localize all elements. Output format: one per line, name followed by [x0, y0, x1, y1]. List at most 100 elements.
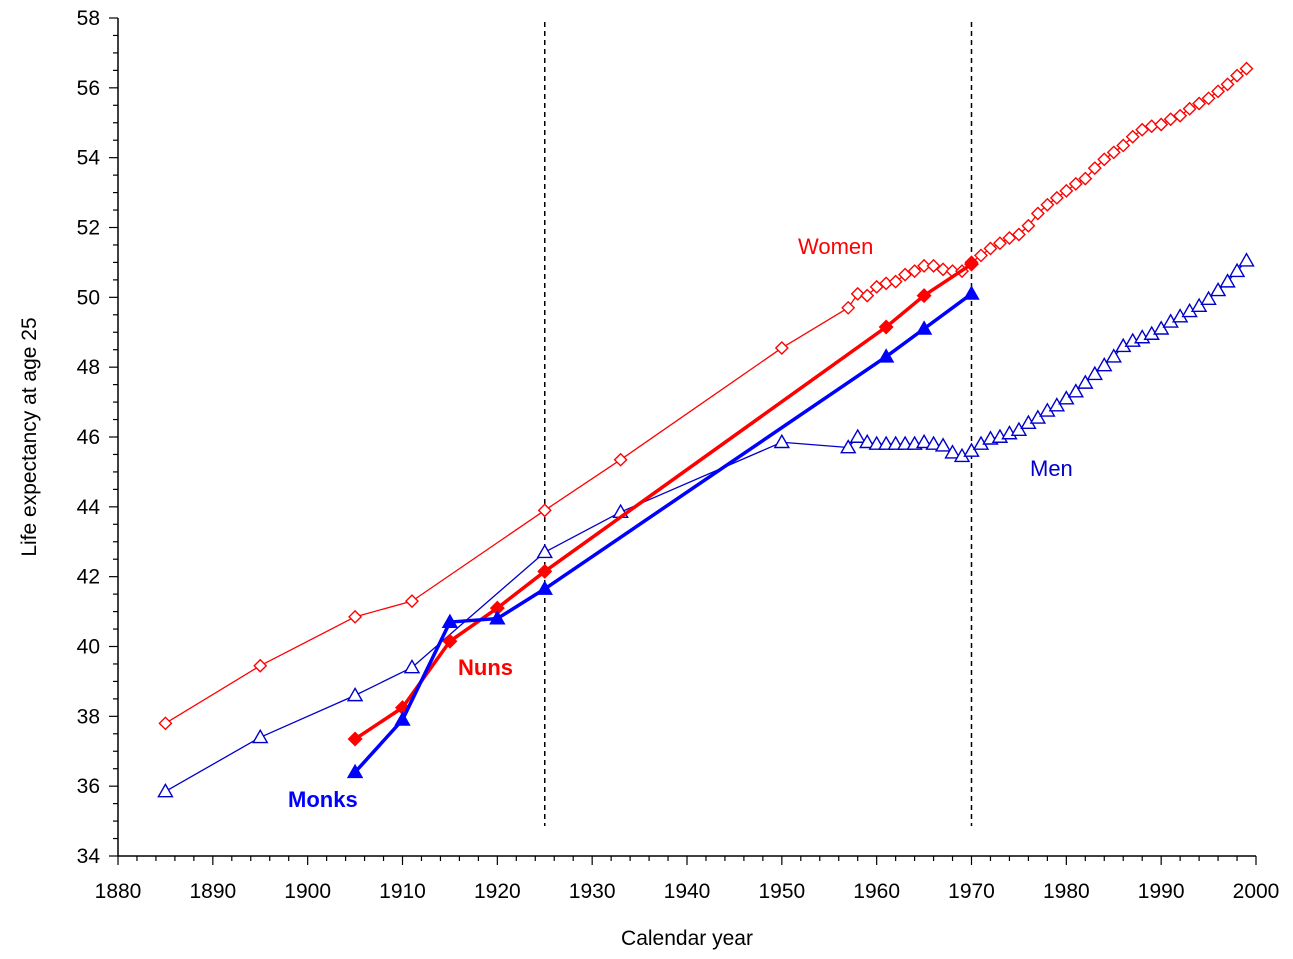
data-point	[992, 236, 1007, 251]
data-point	[1200, 290, 1217, 306]
x-tick-label: 1990	[1138, 880, 1185, 903]
data-point	[774, 340, 789, 355]
data-point	[253, 658, 268, 673]
data-point	[915, 320, 933, 335]
data-point	[1230, 68, 1245, 83]
data-point	[1105, 348, 1122, 363]
x-axis-title: Calendar year	[621, 927, 753, 950]
data-point	[983, 241, 998, 256]
data-point	[1201, 91, 1216, 106]
data-point	[1190, 297, 1208, 313]
data-point	[1238, 252, 1255, 267]
data-point	[252, 728, 269, 744]
series-line	[165, 68, 1247, 724]
data-point	[936, 262, 951, 277]
data-point	[1010, 421, 1028, 436]
series-label-men: Men	[1030, 456, 1073, 481]
data-point	[348, 609, 363, 624]
x-tick-label: 2000	[1233, 880, 1280, 903]
data-point	[877, 348, 895, 363]
data-point	[773, 433, 791, 449]
series-label-women: Women	[798, 234, 873, 259]
data-point	[1152, 320, 1170, 335]
data-point	[1192, 96, 1207, 111]
y-tick-label: 48	[77, 356, 100, 379]
x-tick-label: 1960	[853, 880, 900, 903]
y-axis-title: Life expectancy at age 25	[18, 317, 41, 556]
data-point	[489, 610, 506, 625]
data-point	[925, 435, 942, 450]
data-point	[858, 433, 876, 449]
data-point	[536, 580, 553, 595]
data-point	[1021, 218, 1036, 233]
x-tick-label: 1890	[189, 880, 236, 903]
data-point	[963, 285, 980, 300]
x-tick-label: 1970	[948, 880, 995, 903]
series-label-monks: Monks	[288, 787, 358, 812]
y-tick-label: 36	[77, 775, 100, 798]
data-point	[1209, 281, 1227, 297]
data-point	[537, 503, 552, 518]
data-point	[404, 594, 419, 609]
data-point	[1125, 129, 1140, 144]
data-point	[158, 716, 173, 731]
data-point	[916, 288, 932, 304]
axes	[117, 18, 1256, 857]
data-point	[1029, 409, 1047, 424]
data-point	[841, 300, 856, 315]
y-ticks: 34 36 38 40 42 44 46 48 50 52 54 56 58	[77, 7, 118, 868]
y-tick-label: 58	[77, 7, 100, 30]
series-line	[354, 262, 973, 741]
data-point	[878, 319, 894, 335]
x-tick-label: 1910	[379, 880, 426, 903]
data-point	[1078, 171, 1093, 186]
x-tick-label: 1930	[569, 880, 616, 903]
y-tick-label: 40	[77, 636, 100, 659]
y-tick-label: 44	[77, 496, 101, 519]
data-point	[1058, 390, 1075, 405]
data-point	[1011, 227, 1026, 242]
data-point	[840, 439, 857, 454]
y-tick-label: 34	[77, 845, 101, 868]
data-point	[1067, 383, 1085, 398]
data-point	[1211, 84, 1226, 99]
data-point	[347, 731, 363, 747]
data-point	[1030, 206, 1045, 221]
y-tick-label: 56	[77, 77, 100, 100]
data-point	[1049, 190, 1064, 205]
series-line	[165, 260, 1247, 792]
data-point	[537, 563, 553, 579]
data-point	[915, 433, 933, 449]
data-point	[442, 633, 458, 649]
data-point	[917, 258, 932, 273]
y-tick-label: 38	[77, 705, 100, 728]
series-men	[157, 252, 1255, 798]
data-point	[1182, 101, 1197, 116]
series-line	[353, 292, 973, 774]
data-point	[907, 264, 922, 279]
data-point	[536, 543, 553, 559]
data-point	[1077, 374, 1094, 389]
data-point	[1059, 183, 1074, 198]
series-layer	[157, 61, 1255, 798]
x-tick-label: 1920	[474, 880, 521, 903]
x-tick-label: 1980	[1043, 880, 1090, 903]
data-point	[1116, 138, 1131, 153]
data-point	[850, 286, 865, 301]
reference-lines	[544, 22, 973, 826]
data-point	[849, 428, 866, 443]
data-point	[888, 274, 903, 289]
y-tick-label: 46	[77, 426, 100, 449]
data-point	[1173, 108, 1188, 123]
data-point	[973, 248, 988, 263]
y-tick-label: 52	[77, 217, 100, 240]
x-tick-label: 1900	[284, 880, 331, 903]
y-tick-label: 42	[77, 566, 100, 589]
x-tick-label: 1950	[758, 880, 805, 903]
x-tick-label: 1880	[95, 880, 142, 903]
data-point	[613, 452, 628, 467]
data-point	[1040, 197, 1055, 212]
data-point	[346, 763, 364, 779]
series-women	[158, 61, 1254, 731]
